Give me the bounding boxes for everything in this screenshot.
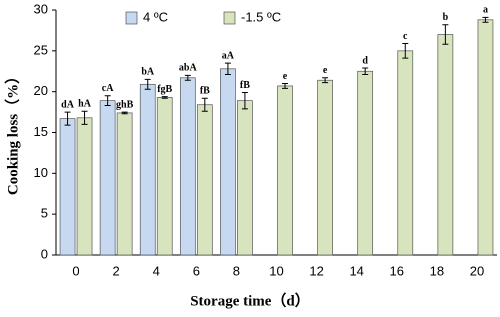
x-tick-label: 18 — [430, 263, 444, 278]
error-bar — [144, 78, 151, 90]
significance-label: cA — [102, 83, 114, 94]
bar — [196, 104, 213, 256]
x-tick-label: 20 — [470, 263, 484, 278]
bar — [76, 117, 93, 256]
significance-label: ghB — [116, 99, 134, 110]
x-tick-label: 8 — [233, 263, 240, 278]
error-bar — [362, 67, 369, 76]
significance-label: hA — [78, 99, 92, 110]
significance-label: aA — [222, 50, 235, 61]
significance-label: dA — [61, 99, 75, 110]
x-tick-label: 6 — [193, 263, 200, 278]
bar — [477, 19, 494, 256]
x-tick-label: 2 — [113, 263, 120, 278]
bar — [397, 50, 414, 256]
y-tick-label: 10 — [34, 165, 48, 180]
x-tick-label: 4 — [153, 263, 160, 278]
legend-swatch — [223, 11, 236, 25]
bar — [317, 79, 333, 256]
x-tick-label: 14 — [349, 263, 363, 278]
error-bar — [104, 95, 111, 107]
significance-label: fB — [240, 80, 250, 91]
significance-label: d — [362, 55, 368, 66]
error-bar — [64, 111, 71, 126]
x-axis-title: Storage time（d） — [190, 291, 310, 309]
error-bar — [241, 91, 248, 110]
significance-label: abA — [179, 63, 198, 74]
error-bar — [282, 83, 288, 89]
x-tick-label: 10 — [269, 263, 283, 278]
bar — [99, 100, 116, 256]
bar — [437, 34, 454, 256]
bar — [156, 97, 173, 256]
significance-label: a — [483, 5, 488, 16]
bar — [277, 85, 293, 256]
bar — [59, 118, 76, 256]
bar — [179, 77, 196, 256]
error-bar — [201, 97, 208, 112]
error-bar — [161, 96, 168, 99]
significance-label: b — [443, 12, 449, 23]
bar — [237, 100, 253, 256]
legend-label: -1.5 ºC — [241, 9, 281, 24]
significance-label: c — [403, 31, 408, 42]
x-tick-label: 0 — [72, 263, 79, 278]
error-bar — [121, 111, 128, 115]
error-bar — [322, 77, 329, 84]
legend-swatch — [125, 11, 138, 25]
y-tick-label: 0 — [41, 246, 48, 261]
bar — [116, 112, 133, 256]
error-bar — [402, 42, 409, 59]
significance-label: fgB — [157, 84, 172, 95]
bar — [139, 83, 156, 256]
y-axis-title: Cooking loss（%） — [3, 69, 21, 195]
y-tick-label: 30 — [34, 1, 48, 16]
x-tick-label: 12 — [309, 263, 323, 278]
y-tick-label: 15 — [34, 124, 48, 139]
error-bar — [81, 110, 88, 125]
significance-label: e — [283, 71, 288, 82]
y-tick-label: 25 — [34, 42, 48, 57]
error-bar — [482, 16, 489, 23]
error-bar — [224, 62, 231, 76]
x-tick-label: 16 — [390, 263, 404, 278]
bar — [220, 68, 236, 256]
y-tick-label: 5 — [41, 206, 48, 221]
error-bar — [184, 74, 191, 81]
bar — [357, 70, 374, 256]
significance-label: fB — [200, 85, 210, 96]
significance-label: bA — [141, 67, 155, 78]
significance-label: e — [323, 65, 328, 76]
y-tick-label: 20 — [34, 83, 48, 98]
error-bar — [442, 24, 449, 45]
legend-label: 4 ºC — [143, 9, 168, 24]
